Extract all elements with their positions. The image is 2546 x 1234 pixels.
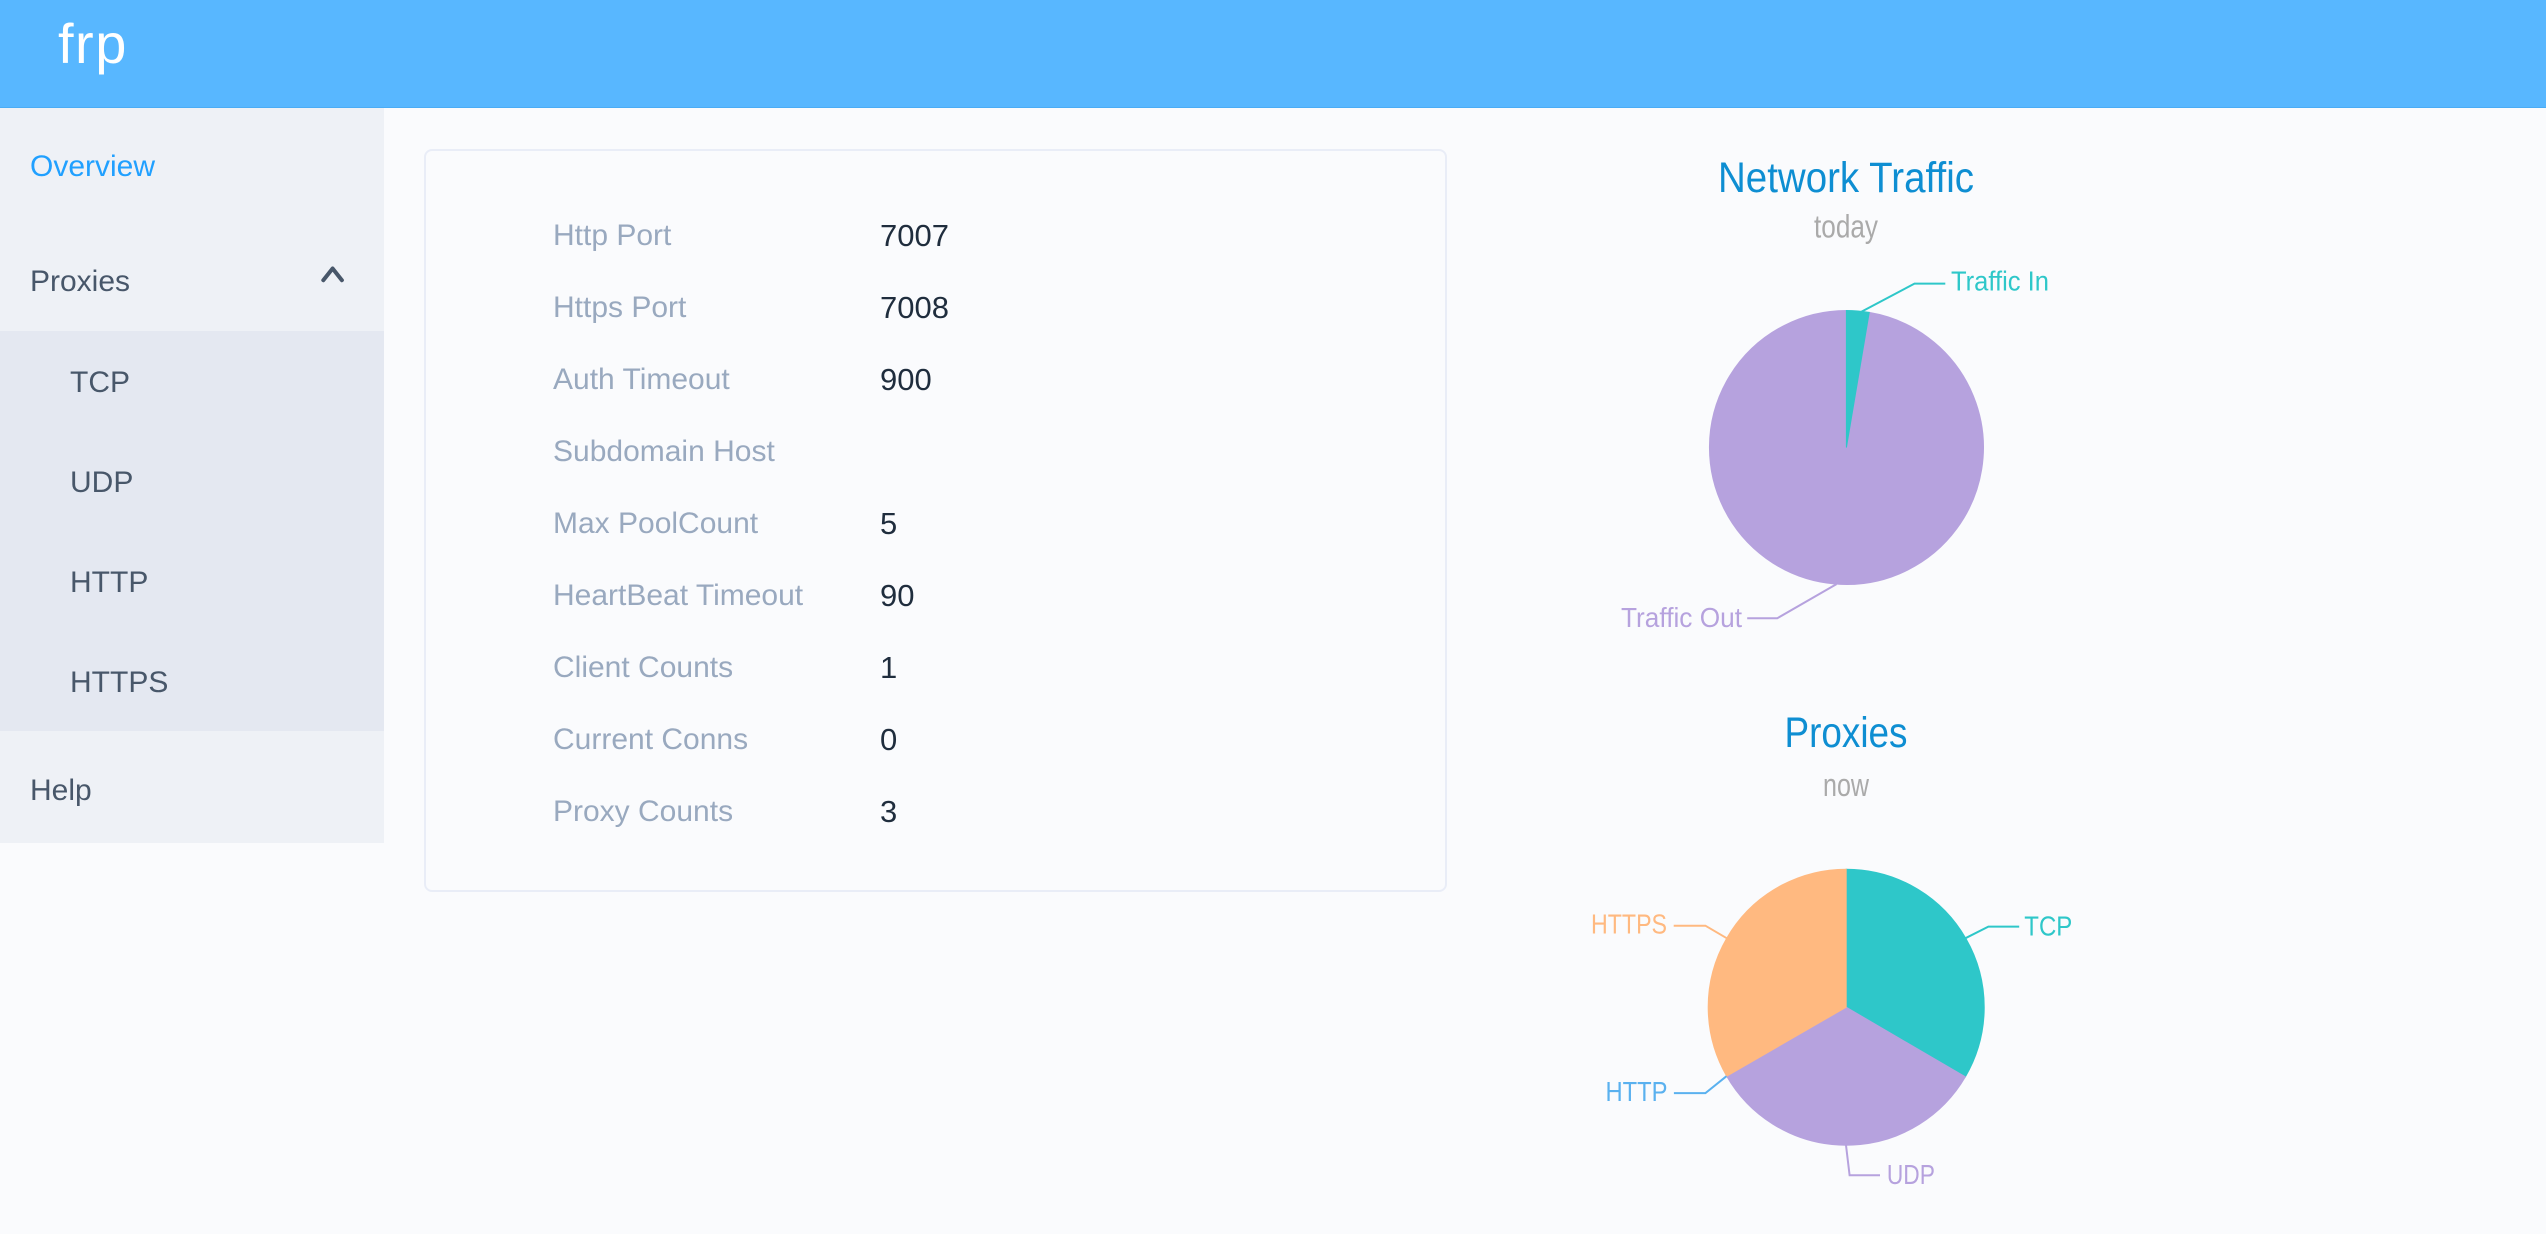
svg-text:Traffic In: Traffic In (1951, 265, 2049, 296)
svg-text:HTTP: HTTP (1606, 1076, 1668, 1107)
svg-text:HTTPS: HTTPS (1591, 909, 1667, 940)
svg-text:TCP: TCP (2024, 911, 2072, 942)
svg-text:UDP: UDP (1887, 1159, 1935, 1190)
svg-text:today: today (1814, 209, 1878, 245)
svg-text:now: now (1823, 767, 1870, 803)
svg-text:Proxies: Proxies (1785, 709, 1908, 757)
svg-text:Traffic Out: Traffic Out (1621, 602, 1742, 633)
svg-text:Network Traffic: Network Traffic (1718, 154, 1974, 202)
